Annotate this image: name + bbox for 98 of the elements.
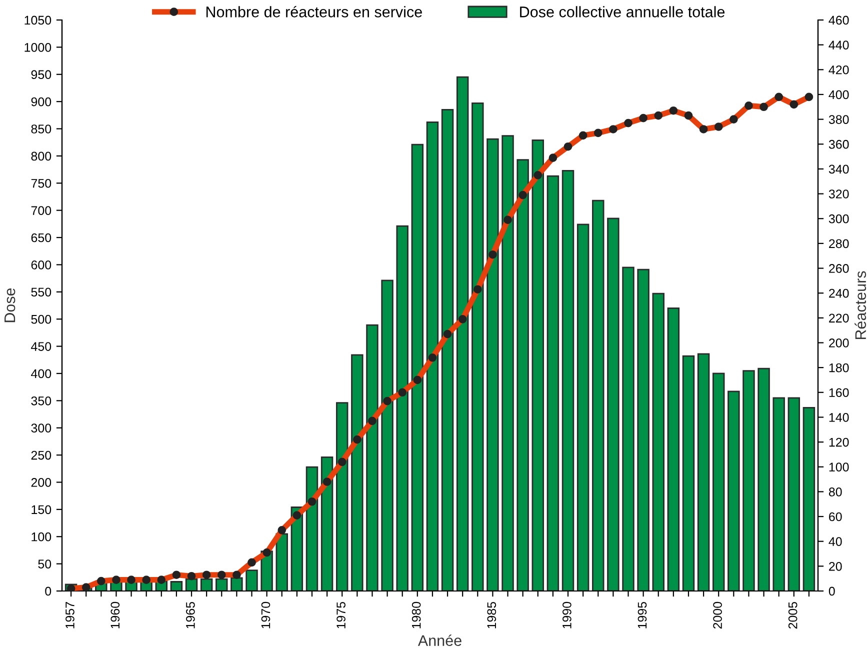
bar xyxy=(712,372,725,591)
x-axis-title: Année xyxy=(418,634,462,646)
bar xyxy=(576,224,590,591)
y-tick-label: 0 xyxy=(45,586,52,596)
y2-tick-label: 120 xyxy=(829,438,849,447)
y-tick-label: 500 xyxy=(31,314,52,324)
bar xyxy=(637,268,650,591)
bar xyxy=(351,354,364,591)
bar xyxy=(546,175,560,591)
x-tick-label: 1970 xyxy=(261,602,270,628)
y-tick-label: 750 xyxy=(31,178,52,188)
y-tick-label: 100 xyxy=(32,532,52,542)
bar xyxy=(742,370,755,591)
y2-tick-label: 0 xyxy=(828,586,835,596)
x-tick-label: 1975 xyxy=(336,602,346,628)
y-tick-label: 200 xyxy=(31,478,52,487)
bar xyxy=(320,456,334,591)
bar xyxy=(788,397,800,591)
bar xyxy=(682,355,695,591)
y2-tick-label: 20 xyxy=(829,562,842,571)
bar xyxy=(336,402,348,591)
y2-tick-label: 260 xyxy=(829,264,849,273)
bar xyxy=(306,466,318,591)
bar xyxy=(516,159,529,591)
bar xyxy=(667,308,680,591)
y-tick-label: 400 xyxy=(31,369,52,378)
y-tick-label: 650 xyxy=(31,233,52,242)
bar xyxy=(592,200,604,591)
y2-tick-label: 360 xyxy=(828,140,849,149)
y-tick-label: 1050 xyxy=(24,16,52,25)
y-tick-label: 950 xyxy=(31,70,52,80)
y2-tick-label: 40 xyxy=(828,537,842,546)
legend-label: Dose collective annuelle totale xyxy=(520,6,725,18)
x-tick-label: 1957 xyxy=(66,602,74,628)
bar xyxy=(381,280,394,591)
x-tick-label: 1980 xyxy=(412,602,421,628)
y-tick-label: 300 xyxy=(31,424,52,433)
y-tick-label: 1000 xyxy=(24,42,52,52)
x-tick-label: 1985 xyxy=(487,602,496,628)
bar xyxy=(607,218,620,591)
y2-tick-label: 340 xyxy=(828,164,849,174)
bar xyxy=(772,397,785,591)
bar xyxy=(622,266,634,591)
y2-tick-label: 160 xyxy=(829,388,849,398)
y2-axis-title: Réacteurs xyxy=(854,271,866,340)
bar xyxy=(562,170,574,591)
bar xyxy=(758,368,770,591)
x-tick-label: 1995 xyxy=(638,602,647,628)
x-tick-label: 1960 xyxy=(110,602,120,628)
bar xyxy=(396,225,408,591)
y-tick-label: 450 xyxy=(31,342,52,351)
y2-tick-label: 60 xyxy=(829,512,842,522)
y-tick-label: 50 xyxy=(38,560,52,568)
bar xyxy=(441,109,454,591)
y-tick-label: 600 xyxy=(31,260,52,270)
y2-tick-label: 280 xyxy=(829,239,849,248)
bar xyxy=(802,407,816,591)
y-tick-label: 900 xyxy=(31,97,52,106)
bar xyxy=(366,324,378,591)
bar xyxy=(456,76,469,591)
bar xyxy=(502,135,514,591)
bar xyxy=(246,570,258,591)
y2-tick-label: 400 xyxy=(828,90,849,100)
y2-tick-label: 80 xyxy=(828,487,842,496)
y-tick-label: 150 xyxy=(32,505,52,514)
x-tick-label: 2000 xyxy=(713,602,722,629)
y-axis-title: Dose xyxy=(4,288,16,322)
x-tick-label: 1990 xyxy=(562,602,572,628)
y2-tick-label: 140 xyxy=(829,413,849,422)
bar xyxy=(532,139,544,591)
y2-tick-label: 380 xyxy=(828,115,849,124)
x-tick-label: 1965 xyxy=(186,602,195,628)
bar xyxy=(728,390,740,591)
bar xyxy=(652,292,664,591)
bar xyxy=(411,144,424,591)
y2-tick-label: 420 xyxy=(828,65,849,74)
y-tick-label: 350 xyxy=(31,396,52,406)
y2-tick-label: 200 xyxy=(829,338,849,348)
y2-tick-label: 180 xyxy=(829,363,849,372)
y2-tick-label: 460 xyxy=(828,16,849,25)
bar xyxy=(170,581,183,591)
y-tick-label: 700 xyxy=(31,206,52,215)
legend-label: Nombre de réacteurs en service xyxy=(206,6,422,18)
bar xyxy=(472,102,484,591)
y2-tick-label: 100 xyxy=(829,462,849,472)
bar xyxy=(697,353,710,591)
bar xyxy=(486,138,499,591)
y2-tick-label: 320 xyxy=(828,190,849,198)
bar xyxy=(426,122,439,591)
y2-tick-label: 300 xyxy=(828,214,849,224)
y-tick-label: 850 xyxy=(31,124,52,134)
y-tick-label: 800 xyxy=(31,152,52,161)
y2-tick-label: 440 xyxy=(828,40,849,50)
x-tick-label: 2005 xyxy=(788,602,798,629)
y2-tick-label: 240 xyxy=(829,288,849,298)
y-tick-label: 250 xyxy=(31,450,52,460)
y2-tick-label: 220 xyxy=(829,314,849,323)
y-tick-label: 550 xyxy=(31,288,52,297)
